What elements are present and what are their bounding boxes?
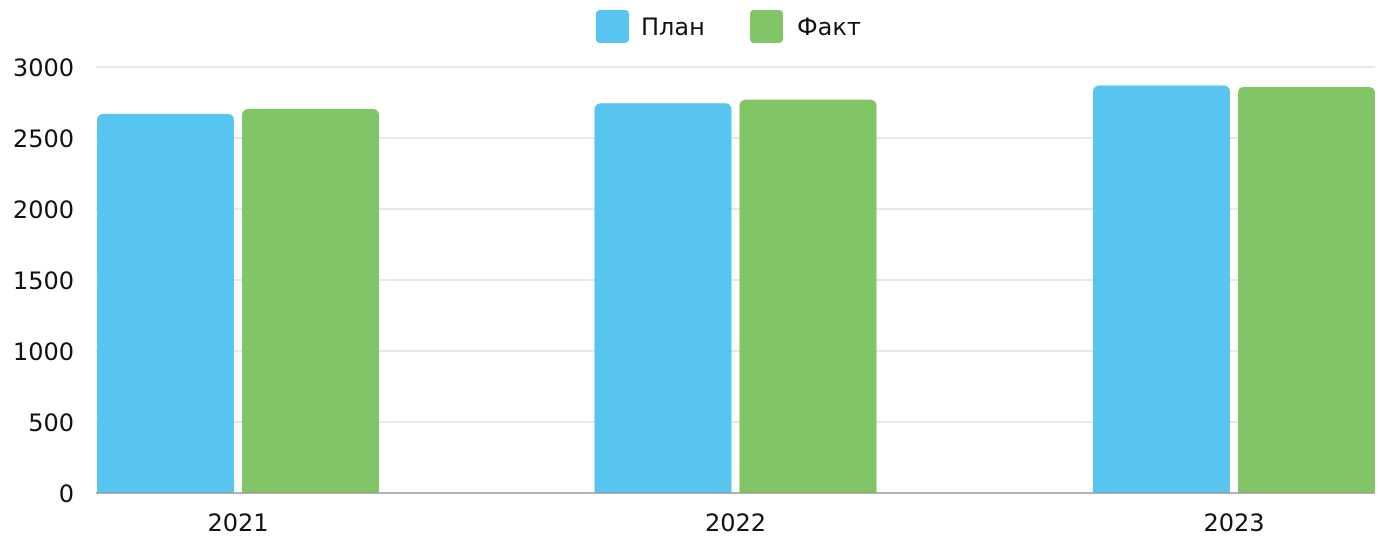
y-tick-label: 2000 <box>13 196 74 224</box>
bars <box>97 85 1375 494</box>
chart-legend: План Факт <box>596 10 861 43</box>
legend-label-fact: Факт <box>797 13 861 41</box>
bar-План-2023 <box>1093 85 1230 494</box>
y-tick-label: 0 <box>59 480 74 508</box>
y-tick-label: 2500 <box>13 125 74 153</box>
legend-swatch-plan <box>596 10 629 43</box>
legend-swatch-fact <box>750 10 783 43</box>
x-axis-ticks: 2021 2022 2023 <box>207 509 1264 536</box>
y-tick-label: 1500 <box>13 267 74 295</box>
bar-План-2021 <box>97 113 234 494</box>
y-tick-label: 500 <box>28 409 74 437</box>
x-tick-label: 2023 <box>1203 509 1264 536</box>
bar-Факт-2023 <box>1238 86 1375 493</box>
bar-План-2022 <box>594 103 732 494</box>
x-tick-label: 2021 <box>207 509 268 536</box>
bar-Факт-2021 <box>242 108 379 493</box>
y-tick-label: 3000 <box>13 54 74 82</box>
y-axis-ticks: 0 500 1000 1500 2000 2500 3000 <box>13 54 74 508</box>
bar-Факт-2022 <box>739 99 877 493</box>
x-tick-label: 2022 <box>705 509 766 536</box>
legend-label-plan: План <box>641 13 705 41</box>
y-tick-label: 1000 <box>13 338 74 366</box>
